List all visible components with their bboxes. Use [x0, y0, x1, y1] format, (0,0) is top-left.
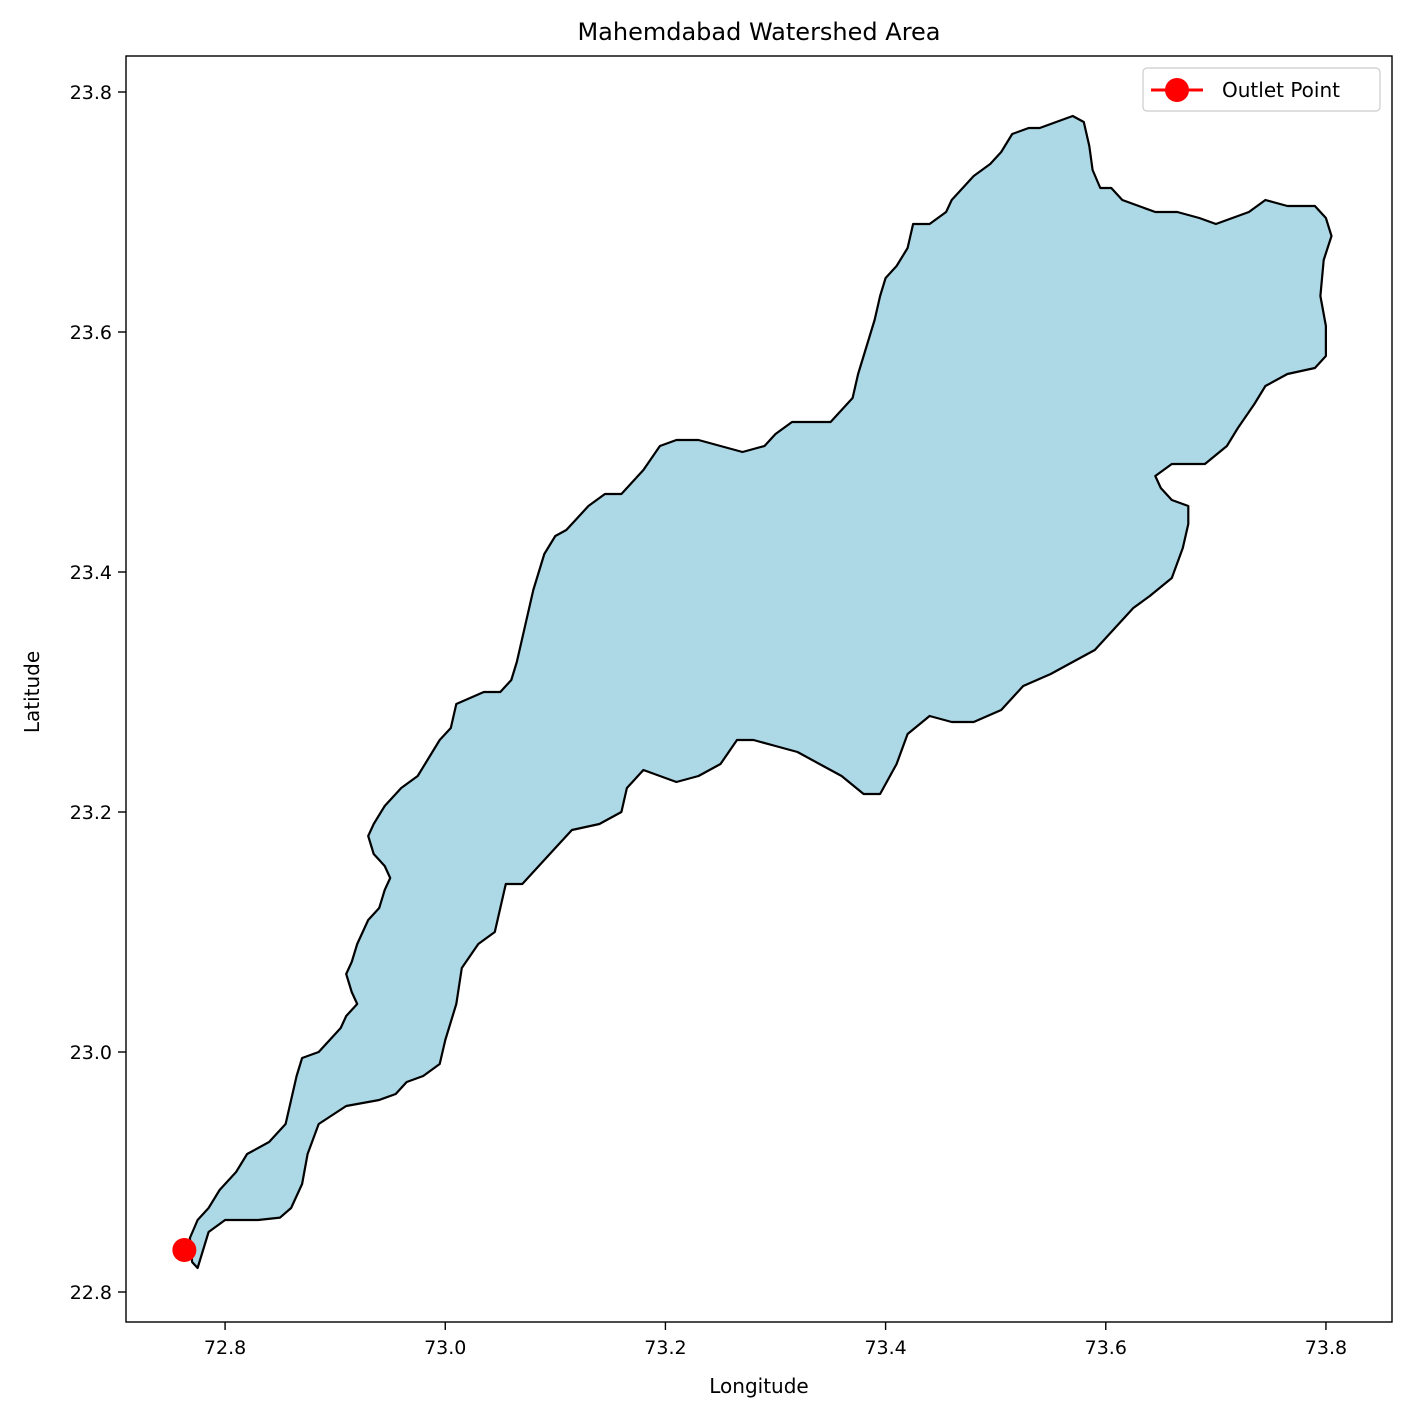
legend-box [1142, 67, 1381, 112]
x-tick-label: 73.8 [1305, 1337, 1347, 1359]
y-tick-label: 23.8 [70, 82, 112, 104]
y-tick-label: 23.2 [70, 802, 112, 824]
y-tick-label: 23.4 [70, 562, 112, 584]
chart-title: Mahemdabad Watershed Area [577, 18, 940, 46]
plot-area [172, 114, 1333, 1270]
legend-marker [1165, 78, 1189, 102]
x-axis-label: Longitude [709, 1374, 808, 1398]
x-tick-label: 73.2 [644, 1337, 686, 1359]
y-axis-ticks: 22.8 23.0 23.2 23.4 23.6 23.8 [70, 82, 126, 1304]
x-tick-label: 72.8 [204, 1337, 246, 1359]
legend-label: Outlet Point [1222, 78, 1340, 102]
x-tick-label: 73.4 [864, 1337, 906, 1359]
x-tick-label: 73.0 [424, 1337, 466, 1359]
y-tick-label: 23.0 [70, 1042, 112, 1064]
y-axis-label: Latitude [20, 651, 44, 733]
watershed-polygon [188, 114, 1333, 1270]
outlet-point-marker [172, 1238, 197, 1262]
legend: Outlet Point [1142, 67, 1381, 112]
axes-frame [125, 55, 1393, 1323]
x-tick-label: 73.6 [1085, 1337, 1127, 1359]
y-tick-label: 23.6 [70, 322, 112, 344]
y-tick-label: 22.8 [70, 1282, 112, 1304]
x-axis-ticks: 72.8 73.0 73.2 73.4 73.6 73.8 [204, 1322, 1347, 1359]
